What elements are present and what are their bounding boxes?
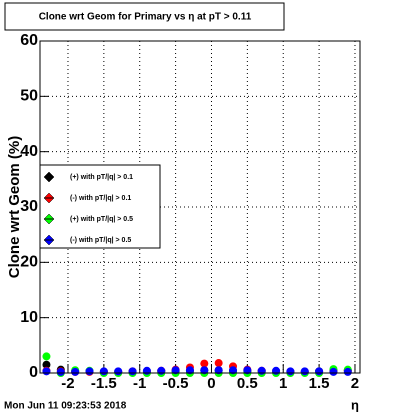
legend-label: (+) with pT/|q| > 0.1 (70, 174, 133, 181)
legend-label: (-) with pT/|q| > 0.1 (70, 195, 131, 202)
x-tick-label: 2 (351, 375, 359, 392)
marker (257, 366, 266, 375)
y-tick-label: 50 (20, 88, 38, 105)
marker (85, 367, 94, 376)
legend: (+) with pT/|q| > 0.1 (-) with pT/|q| > 0… (39, 164, 161, 249)
x-tick-label: 0 (207, 375, 215, 392)
marker (243, 366, 252, 375)
marker (56, 367, 65, 376)
marker (42, 352, 51, 361)
chart-title: Clone wrt Geom for Primary vs η at pT > … (39, 12, 252, 23)
marker (343, 367, 352, 376)
y-tick-label: 60 (20, 32, 38, 49)
marker (42, 360, 51, 369)
title-box (4, 2, 285, 31)
x-tick-label: 0.5 (237, 375, 258, 392)
marker (128, 367, 137, 376)
x-tick-label: -1 (133, 375, 146, 392)
marker (200, 359, 209, 368)
marker (286, 367, 295, 376)
x-tick-label: -2 (61, 375, 74, 392)
marker (315, 367, 324, 376)
marker (114, 367, 123, 376)
marker (142, 366, 151, 375)
marker (171, 366, 180, 375)
legend-label: (-) with pT/|q| > 0.5 (70, 237, 131, 244)
plot-area: 0 10 20 30 40 50 60 -2 -1.5 -1 -0.5 0 0.5 1 1.5 2 (20, 32, 360, 392)
legend-label: (+) with pT/|q| > 0.5 (70, 216, 133, 223)
y-tick-label: 0 (29, 364, 38, 381)
footer-date: Mon Jun 11 09:23:53 2018 (4, 401, 127, 412)
marker (214, 366, 223, 375)
y-axis-label: Clone wrt Geom (%) (6, 136, 23, 279)
x-tick-label: 1 (279, 375, 287, 392)
marker (99, 367, 108, 376)
y-tick-label: 20 (20, 254, 38, 271)
marker (157, 366, 166, 375)
y-tick-label: 30 (20, 198, 38, 215)
x-tick-label: -1.5 (91, 375, 117, 392)
marker (229, 366, 238, 375)
marker (71, 367, 80, 376)
y-tick-label: 40 (20, 143, 38, 160)
legend-box (39, 164, 161, 249)
marker (300, 367, 309, 376)
marker (272, 366, 281, 375)
y-tick-label: 10 (20, 309, 38, 326)
marker (200, 366, 209, 375)
marker (42, 367, 51, 376)
x-tick-label: 1.5 (309, 375, 330, 392)
marker (329, 367, 338, 376)
marker (214, 359, 223, 368)
x-tick-label: -0.5 (163, 375, 189, 392)
x-axis-label: η (351, 397, 359, 412)
marker (185, 366, 194, 375)
